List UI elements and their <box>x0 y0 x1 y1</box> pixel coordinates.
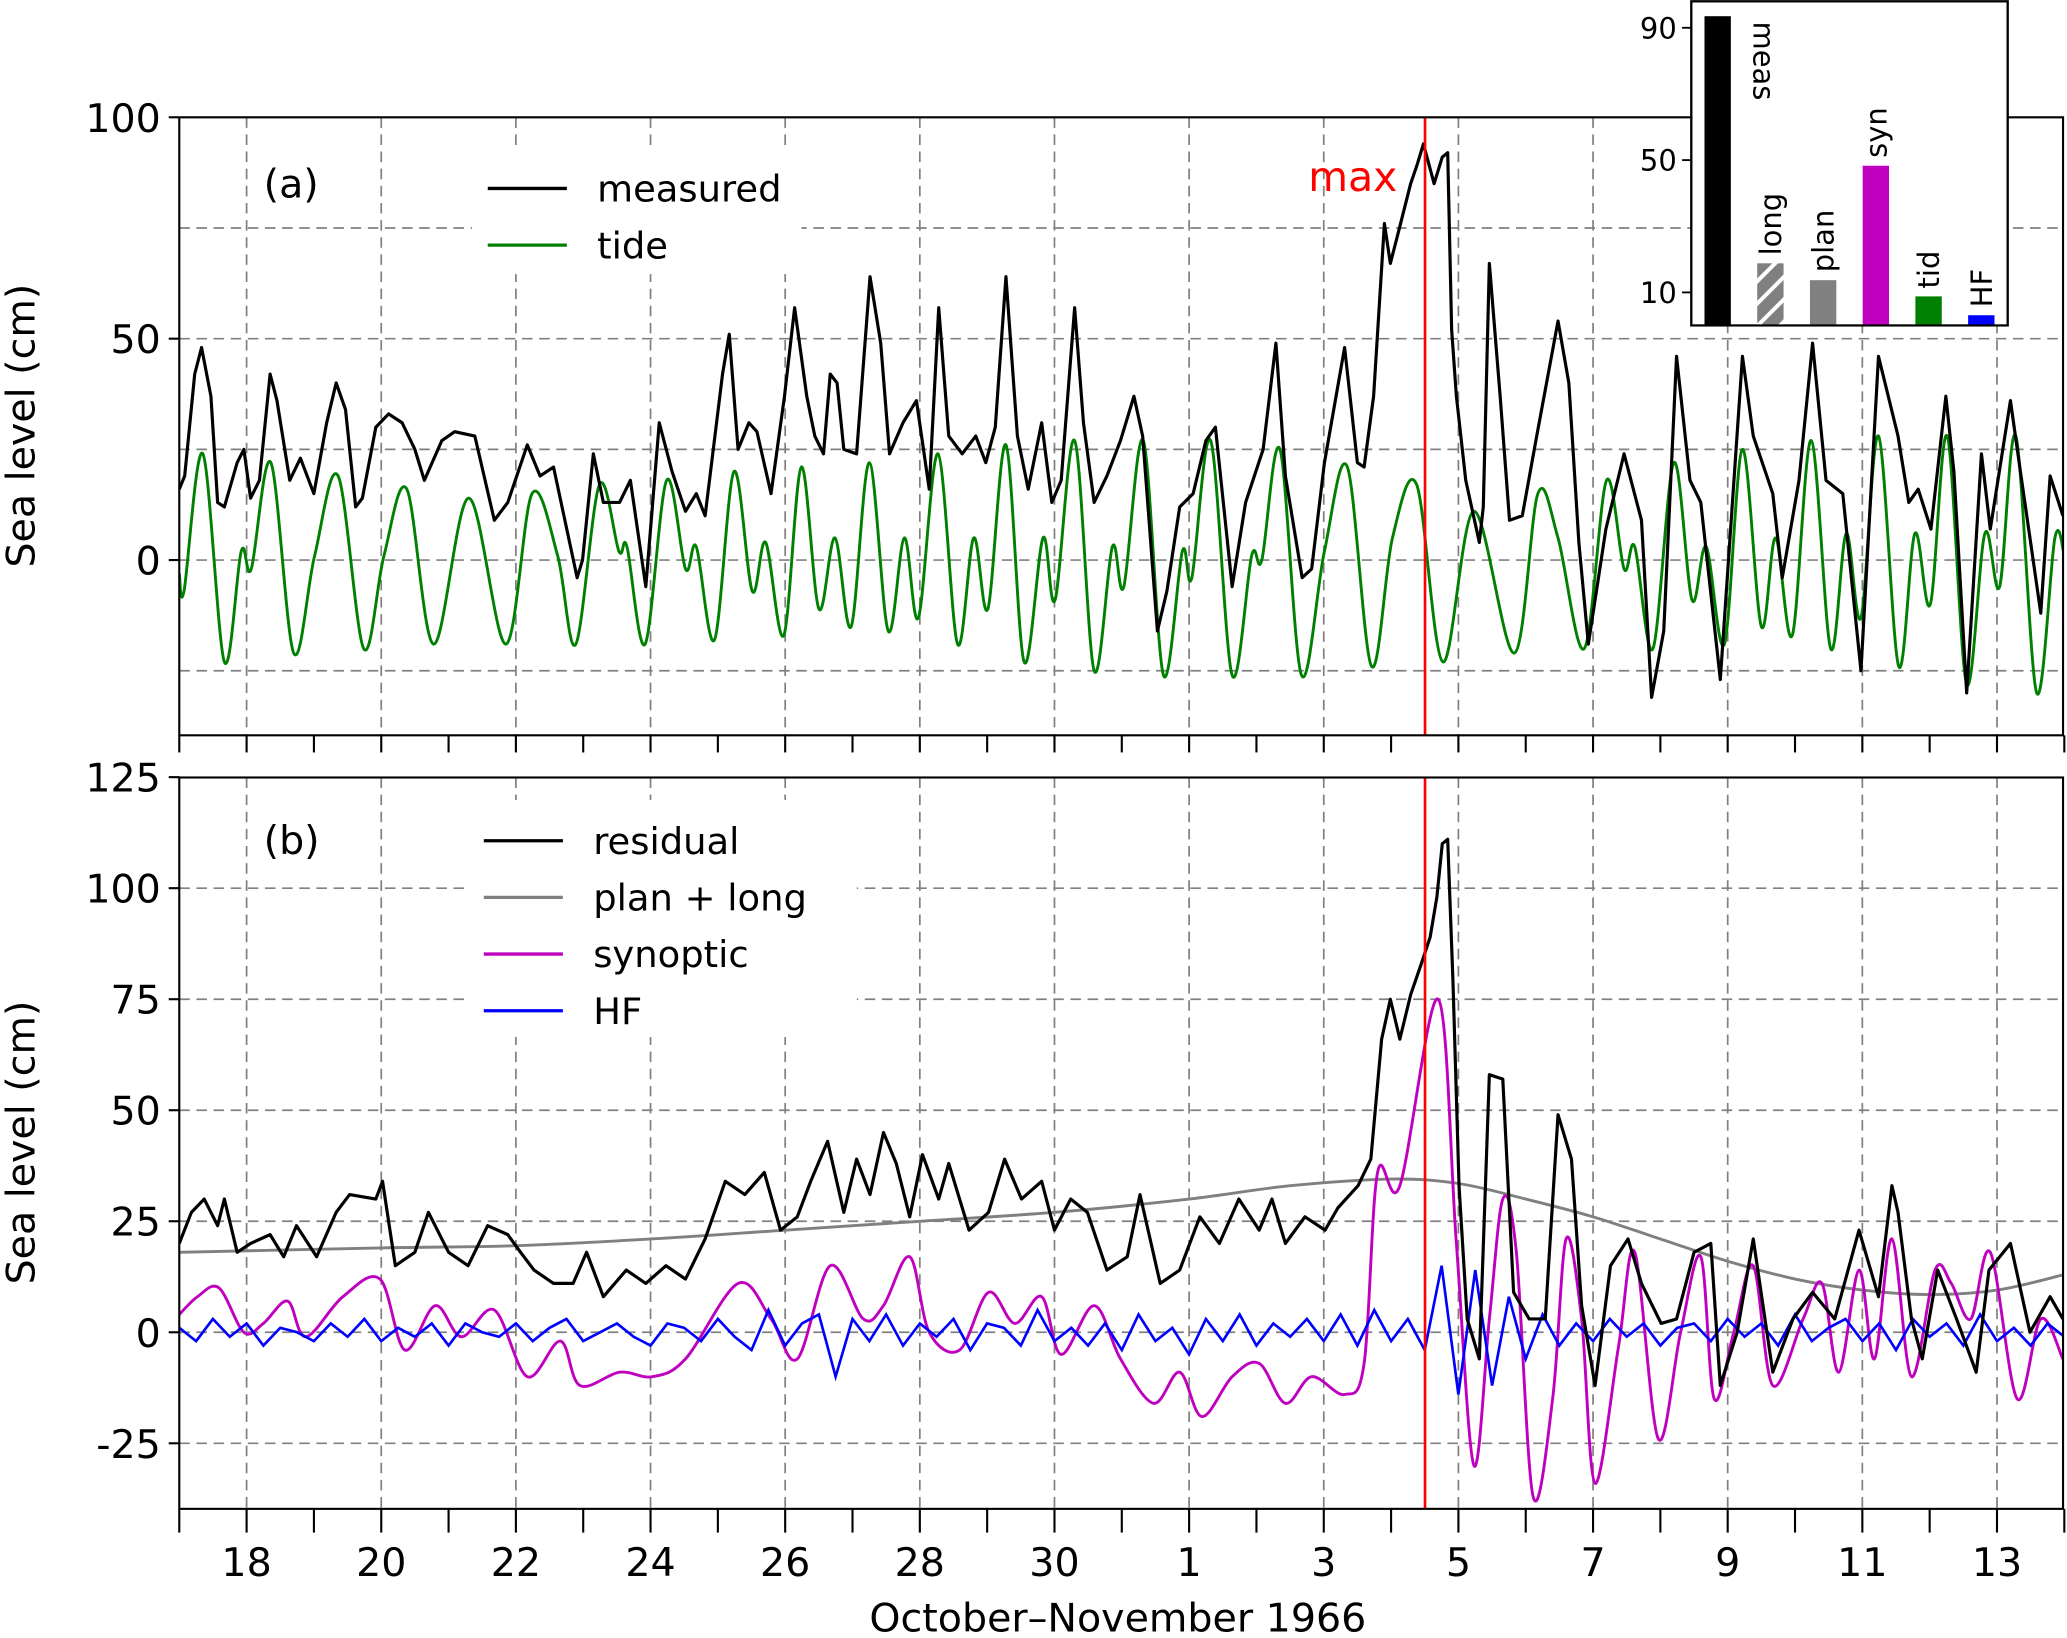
inset-bar-label-long: long <box>1754 193 1788 256</box>
x-tick-label: 18 <box>221 1540 271 1586</box>
y-tick-label: 50 <box>111 1089 161 1135</box>
inset-bar-chart: 90 50 10 meas long plan syn tid HF <box>1640 0 2009 327</box>
inset-bar-plan <box>1809 280 1837 326</box>
x-tick-label: 22 <box>491 1540 541 1586</box>
x-axis-label: October–November 1966 <box>869 1595 1366 1638</box>
series-measured <box>179 142 2064 699</box>
y-tick-label: 100 <box>85 96 160 142</box>
inset-bar-label-syn: syn <box>1859 107 1893 158</box>
y-axis-label-a: Sea level (cm) <box>0 284 44 568</box>
y-tick-label: 50 <box>111 317 161 363</box>
x-tick-label: 24 <box>625 1540 675 1586</box>
x-tick-label: 20 <box>356 1540 406 1586</box>
y-tick-label: -25 <box>96 1422 161 1468</box>
series-synoptic <box>179 997 2064 1503</box>
legend-label-measured: measured <box>597 168 781 211</box>
inset-bar-hf <box>1968 315 1995 326</box>
legend-label-hf: HF <box>593 990 642 1033</box>
panel-label-a: (a) <box>264 162 319 208</box>
x-tick-label: 26 <box>760 1540 810 1586</box>
x-tick-label: 30 <box>1029 1540 1079 1586</box>
series-residual <box>179 837 2064 1388</box>
legend-label-plan-long: plan + long <box>593 877 807 920</box>
panel-a-series <box>179 142 2064 699</box>
inset-y-tick-label: 50 <box>1640 144 1677 178</box>
inset-bar-long <box>1757 263 1784 326</box>
legend-label-synoptic: synoptic <box>593 933 748 976</box>
y-axis-label-b: Sea level (cm) <box>0 1001 44 1285</box>
inset-y-tick-label: 90 <box>1640 11 1677 45</box>
y-tick-label: 125 <box>85 756 160 802</box>
inset-bar-label-meas: meas <box>1746 21 1780 100</box>
panel-b-grid <box>179 777 2064 1509</box>
x-tick-label: 1 <box>1177 1540 1202 1586</box>
inset-y-tick-label: 10 <box>1640 276 1677 310</box>
x-tick-label: 28 <box>895 1540 945 1586</box>
panel-b-frame <box>178 776 2065 1510</box>
legend-label-tide: tide <box>597 224 668 267</box>
inset-bar-tid <box>1915 296 1942 326</box>
inset-bar-syn <box>1862 165 1890 326</box>
legend-label-residual: residual <box>593 820 739 863</box>
x-tick-label: 11 <box>1837 1540 1887 1586</box>
y-tick-label: 25 <box>111 1200 161 1246</box>
inset-bar-label-hf: HF <box>1965 269 1999 307</box>
panel-a-frame <box>178 116 2065 737</box>
panel-a-ticks: 100 50 0 <box>85 96 2066 753</box>
series-hf <box>179 1265 2064 1395</box>
panel-b-series <box>179 837 2064 1503</box>
x-tick-label: 5 <box>1446 1540 1471 1586</box>
max-label: max <box>1308 153 1397 201</box>
series-plan-long <box>179 1177 2064 1297</box>
y-tick-label: 100 <box>85 867 160 913</box>
panel-label-b: (b) <box>264 818 320 864</box>
y-tick-label: 75 <box>111 978 161 1024</box>
y-tick-label: 0 <box>136 1311 161 1357</box>
inset-bar-meas <box>1704 16 1731 326</box>
x-tick-label: 13 <box>1972 1540 2022 1586</box>
inset-background <box>1690 0 2009 327</box>
y-tick-label: 0 <box>136 539 161 585</box>
inset-bar-label-tid: tid <box>1912 251 1946 289</box>
legend-a-background <box>471 147 802 275</box>
x-tick-label: 7 <box>1580 1540 1605 1586</box>
inset-frame <box>1690 0 2009 327</box>
panel-b-residual-components: residual plan + long synoptic HF (b) 18 2… <box>0 756 2066 1638</box>
inset-bars: 90 50 10 meas long plan syn tid HF <box>1640 0 2009 327</box>
inset-bar-label-plan: plan <box>1807 210 1841 273</box>
x-tick-label: 9 <box>1715 1540 1740 1586</box>
x-tick-label: 3 <box>1311 1540 1336 1586</box>
